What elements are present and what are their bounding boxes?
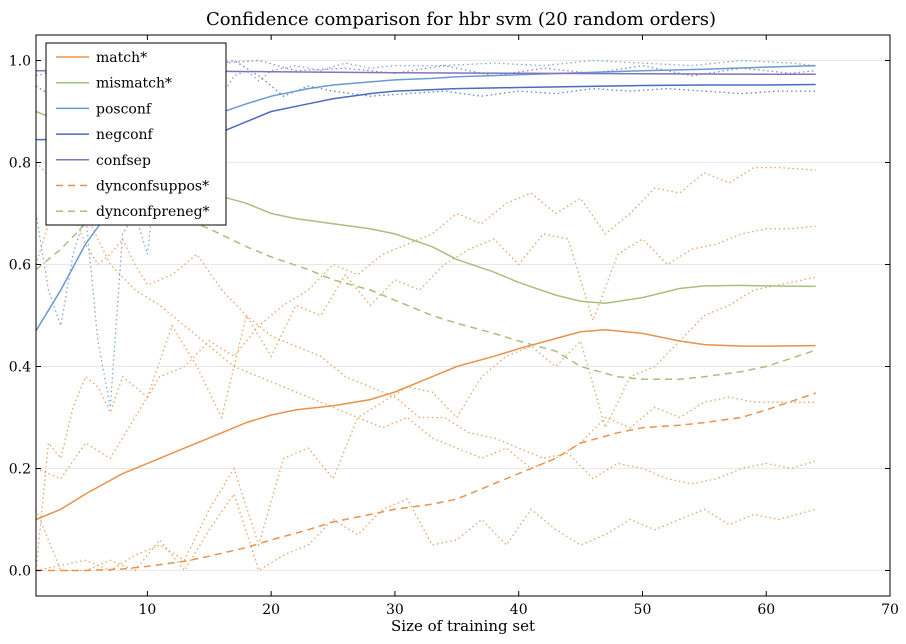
- background-series-2: [35, 492, 816, 572]
- series-line-dynconfpreneg: [35, 202, 816, 381]
- legend-item-label: dynconfpreneg*: [96, 204, 210, 220]
- x-tick-label: 40: [510, 602, 528, 618]
- x-tick-label: 60: [757, 602, 775, 618]
- y-axis: 0.0 0.2 0.4 0.6 0.8 1.0: [9, 54, 890, 580]
- y-tick-label: 0.0: [9, 564, 31, 580]
- series-line-match: [35, 329, 816, 521]
- background-series-3: [35, 166, 816, 480]
- legend-item-label: negconf: [96, 127, 155, 143]
- background-series-4: [35, 276, 816, 572]
- legend-item-label: confsep: [96, 153, 151, 169]
- legend-item-label: dynconfsuppos*: [96, 179, 209, 195]
- y-tick-label: 0.8: [9, 156, 31, 172]
- y-tick-label: 0.4: [9, 360, 31, 376]
- x-tick-label: 10: [138, 602, 156, 618]
- background-series-0: [35, 225, 816, 571]
- x-tick-label: 50: [634, 602, 652, 618]
- legend-item-label: match*: [96, 50, 147, 66]
- y-tick-label: 1.0: [9, 54, 31, 70]
- chart-title: Confidence comparison for hbr svm (20 ra…: [206, 9, 716, 30]
- series-line-dynconfsuppos: [36, 392, 816, 572]
- x-tick-label: 70: [881, 602, 899, 618]
- legend-item-label: posconf: [96, 101, 153, 117]
- x-axis-label: Size of training set: [391, 617, 535, 635]
- plot-frame: [35, 34, 891, 597]
- background-series-6: [35, 59, 816, 408]
- legend-item-label: mismatch*: [96, 76, 172, 92]
- x-tick-label: 30: [386, 602, 404, 618]
- background-series-7: [35, 59, 816, 103]
- background-series-1: [35, 202, 816, 485]
- x-tick-label: 20: [262, 602, 280, 618]
- y-tick-label: 0.2: [9, 462, 31, 478]
- legend: match* mismatch* posconf negconf confsep dync…: [45, 42, 227, 226]
- x-axis: 10 20 30 40 50 60 70: [138, 35, 899, 618]
- y-tick-label: 0.6: [9, 258, 31, 274]
- background-series-5: [35, 162, 816, 470]
